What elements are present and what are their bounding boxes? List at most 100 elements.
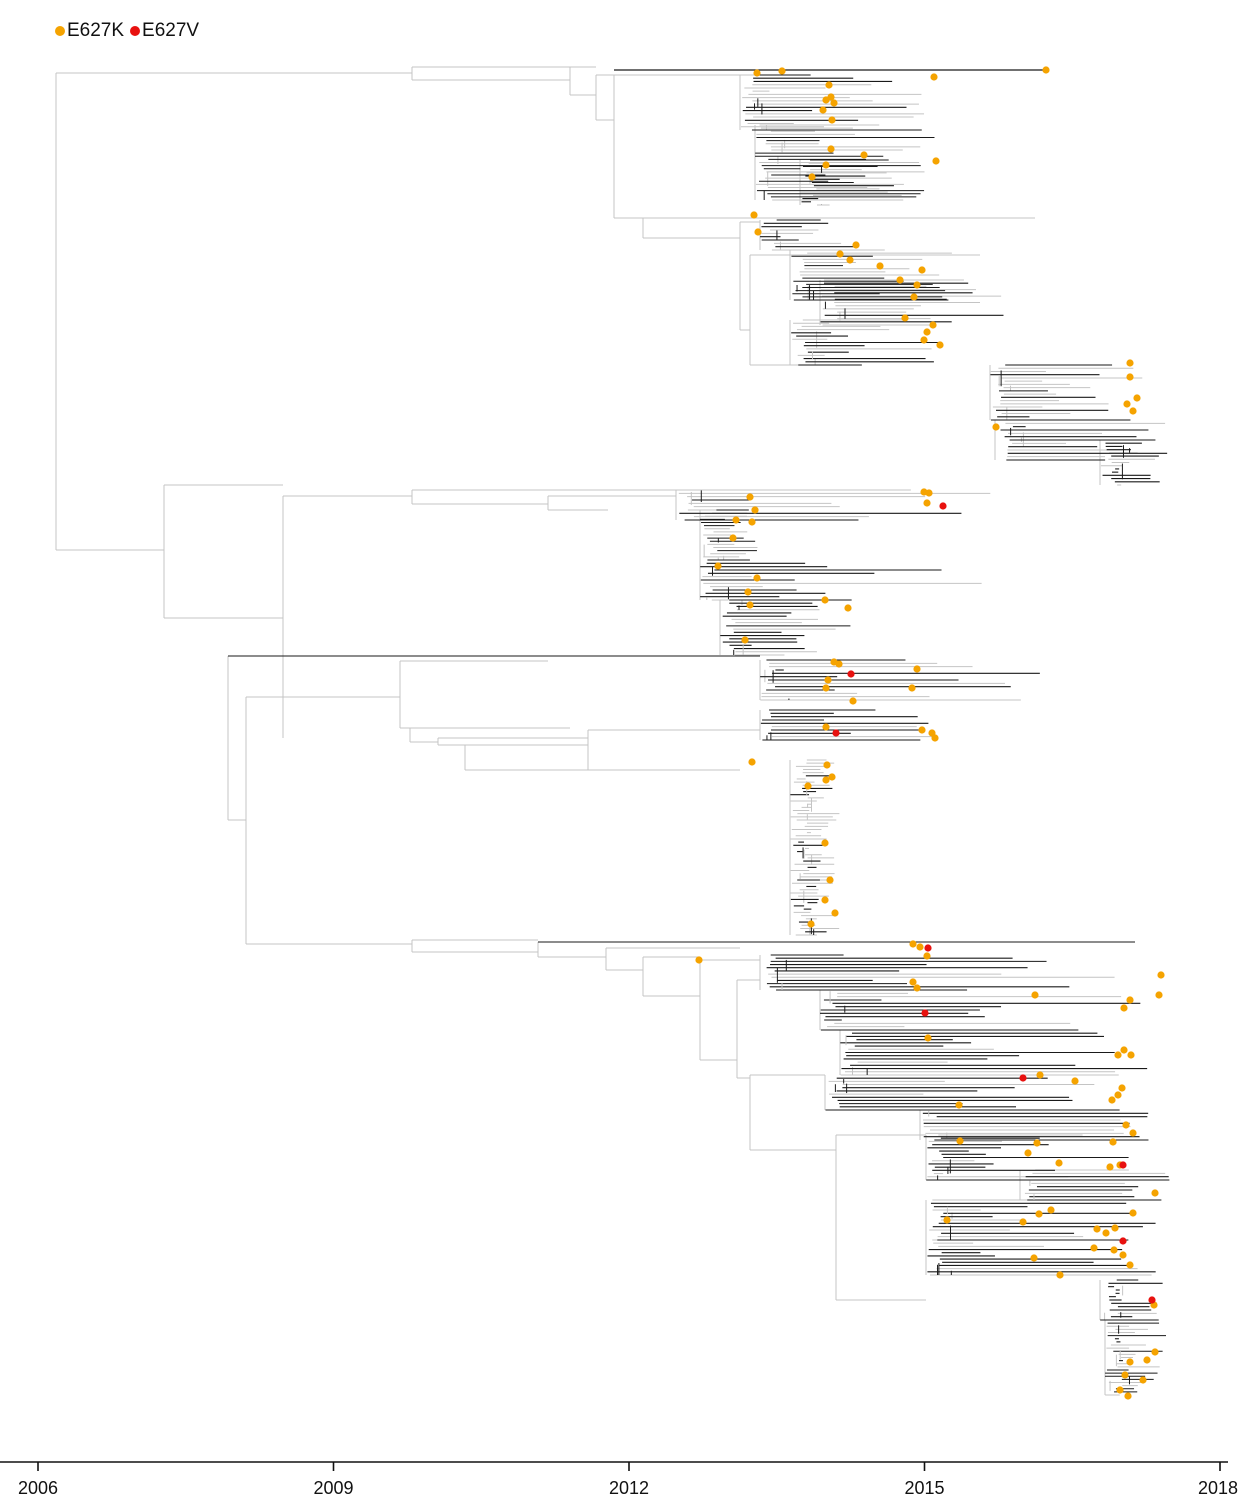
- marker-e627k: [1139, 1376, 1147, 1384]
- marker-e627k: [808, 173, 816, 181]
- marker-e627k: [909, 940, 917, 948]
- marker-e627k: [925, 489, 933, 497]
- marker-e627k: [923, 328, 931, 336]
- marker-e627k: [1126, 1358, 1134, 1366]
- marker-e627v: [832, 729, 840, 737]
- marker-e627k: [748, 758, 756, 766]
- marker-e627k: [819, 106, 827, 114]
- marker-e627k: [1126, 996, 1134, 1004]
- marker-e627k: [913, 665, 921, 673]
- marker-e627k: [956, 1137, 964, 1145]
- marker-e627k: [943, 1216, 951, 1224]
- marker-e627k: [754, 228, 762, 236]
- marker-e627v: [1019, 1074, 1027, 1082]
- marker-e627k: [1151, 1348, 1159, 1356]
- marker-e627v: [1119, 1161, 1127, 1169]
- marker-e627k: [896, 276, 904, 284]
- marker-e627k: [821, 839, 829, 847]
- marker-e627k: [824, 676, 832, 684]
- marker-e627k: [778, 67, 786, 75]
- marker-e627k: [746, 493, 754, 501]
- marker-e627k: [1129, 407, 1137, 415]
- marker-e627k: [923, 952, 931, 960]
- marker-e627k: [916, 943, 924, 951]
- marker-e627k: [1106, 1163, 1114, 1171]
- marker-e627k: [822, 161, 830, 169]
- marker-e627k: [1093, 1225, 1101, 1233]
- marker-e627k: [992, 423, 1000, 431]
- marker-e627k: [741, 636, 749, 644]
- marker-e627k: [844, 604, 852, 612]
- marker-e627k: [1126, 373, 1134, 381]
- marker-e627k: [1110, 1246, 1118, 1254]
- marker-e627k: [1114, 1051, 1122, 1059]
- marker-e627k: [821, 596, 829, 604]
- marker-e627k: [1126, 359, 1134, 367]
- tree-branches-dark: [228, 69, 1170, 1393]
- marker-e627k: [828, 773, 836, 781]
- marker-e627k: [744, 588, 752, 596]
- tree-branches-light: [55, 66, 1166, 1396]
- marker-e627k: [1042, 66, 1050, 74]
- marker-e627k: [746, 601, 754, 609]
- marker-e627k: [826, 876, 834, 884]
- marker-e627k: [1102, 1229, 1110, 1237]
- marker-e627k: [1126, 1261, 1134, 1269]
- marker-e627k: [729, 534, 737, 542]
- marker-e627k: [1124, 1392, 1132, 1400]
- marker-e627k: [1024, 1149, 1032, 1157]
- legend-label-e627k: E627K: [67, 20, 125, 41]
- marker-e627k: [828, 116, 836, 124]
- marker-e627k: [1108, 1096, 1116, 1104]
- marker-e627k: [748, 518, 756, 526]
- axis-tick-label: 2012: [609, 1478, 649, 1498]
- marker-e627k: [825, 81, 833, 89]
- marker-e627k: [936, 341, 944, 349]
- marker-e627k: [932, 157, 940, 165]
- marker-e627k: [920, 336, 928, 344]
- marker-e627k: [1151, 1189, 1159, 1197]
- marker-e627k: [908, 684, 916, 692]
- marker-e627k: [1055, 1159, 1063, 1167]
- legend-dot-e627v: [130, 26, 141, 36]
- marker-e627k: [804, 782, 812, 790]
- axis-tick-label: 2009: [313, 1478, 353, 1498]
- marker-e627k: [909, 978, 917, 986]
- marker-e627k: [1129, 1129, 1137, 1137]
- axis-tick-label: 2006: [18, 1478, 58, 1498]
- mutation-markers: [695, 66, 1165, 1400]
- marker-e627k: [821, 896, 829, 904]
- marker-e627k: [955, 1101, 963, 1109]
- marker-e627k: [901, 314, 909, 322]
- marker-e627k: [1019, 1218, 1027, 1226]
- axis-tick-label: 2018: [1198, 1478, 1238, 1498]
- marker-e627k: [1143, 1356, 1151, 1364]
- marker-e627k: [751, 506, 759, 514]
- marker-e627k: [930, 73, 938, 81]
- marker-e627k: [876, 262, 884, 270]
- marker-e627k: [822, 96, 830, 104]
- marker-e627k: [1120, 1046, 1128, 1054]
- marker-e627k: [822, 723, 830, 731]
- marker-e627k: [1035, 1210, 1043, 1218]
- marker-e627k: [823, 761, 831, 769]
- time-axis: 2006 2009 2012 2015 2018: [0, 1461, 1238, 1498]
- marker-e627k: [753, 574, 761, 582]
- marker-e627k: [910, 293, 918, 301]
- marker-e627v: [847, 670, 855, 678]
- marker-e627k: [1116, 1386, 1124, 1394]
- marker-e627k: [918, 726, 926, 734]
- marker-e627k: [827, 145, 835, 153]
- marker-e627k: [1127, 1051, 1135, 1059]
- marker-e627k: [849, 697, 857, 705]
- marker-e627k: [830, 99, 838, 107]
- marker-e627k: [846, 256, 854, 264]
- marker-e627v: [939, 502, 947, 510]
- marker-e627k: [852, 241, 860, 249]
- marker-e627k: [1071, 1077, 1079, 1085]
- marker-e627k: [1056, 1271, 1064, 1279]
- marker-e627k: [1118, 1084, 1126, 1092]
- marker-e627k: [831, 909, 839, 917]
- marker-e627k: [923, 499, 931, 507]
- marker-e627k: [1031, 991, 1039, 999]
